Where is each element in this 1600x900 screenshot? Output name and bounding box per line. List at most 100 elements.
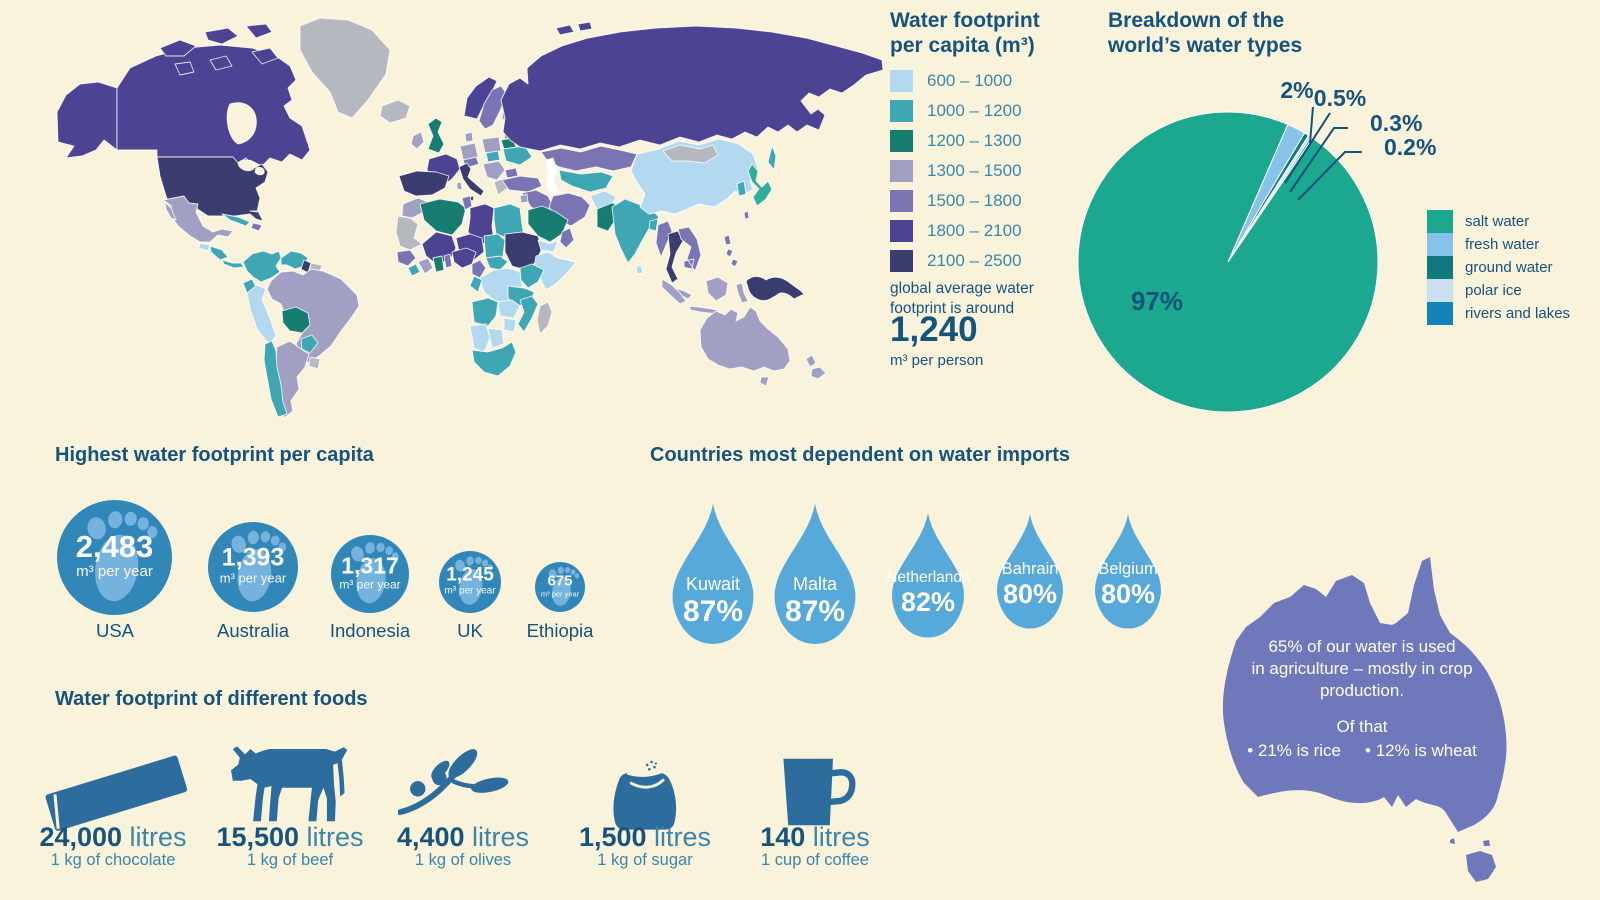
footprint-value: 1,317 xyxy=(341,552,399,579)
legend-range-label: 600 – 1000 xyxy=(927,71,1013,90)
footprint-country-label: Indonesia xyxy=(329,620,411,641)
country-turkey xyxy=(501,175,543,193)
drop-percent: 80% xyxy=(1002,578,1058,609)
country xyxy=(209,245,245,269)
footprint-unit: m³ per year xyxy=(444,585,496,597)
country xyxy=(723,210,750,268)
country xyxy=(519,193,529,204)
footprint-icon xyxy=(231,530,287,601)
country-yemen xyxy=(537,239,559,253)
country-indonesia xyxy=(661,276,749,315)
drop-country: Kuwait xyxy=(685,573,741,594)
water-drop-icon xyxy=(672,503,754,644)
legend-range-label: 1500 – 1800 xyxy=(927,191,1022,210)
country-greenland xyxy=(299,17,391,119)
footprint-icon xyxy=(548,566,579,606)
country xyxy=(379,99,411,124)
country xyxy=(469,275,483,293)
pie-leader-line xyxy=(1289,127,1348,193)
country xyxy=(485,150,501,163)
global-average-note: global average water footprint is around xyxy=(890,280,1034,317)
country xyxy=(503,317,517,333)
drop-percent: 87% xyxy=(682,595,744,629)
pie-chart: 2% 0.5% 0.3% 0.2% 97% xyxy=(1040,50,1520,430)
drop-country: Netherlands xyxy=(886,569,970,587)
country xyxy=(198,242,211,252)
water-drop-icon xyxy=(1095,514,1161,629)
footprint-country-label: Australia xyxy=(217,620,289,641)
country-namibia xyxy=(469,323,491,353)
footprint-circle-indonesia: 1,317 m³ per year xyxy=(331,535,409,613)
country-spain xyxy=(398,170,450,197)
country xyxy=(767,145,777,171)
map-legend-title: Water footprint per capita (m³) xyxy=(890,9,1040,57)
legend-label: ground water xyxy=(1465,259,1553,276)
pie-legend-row: fresh water xyxy=(1427,233,1570,256)
footprint-circle-uk: 1,245 m³ per year xyxy=(439,551,501,613)
country-new-zealand xyxy=(805,354,827,380)
country xyxy=(485,255,509,271)
country-korea xyxy=(736,180,747,197)
country-mongolia xyxy=(662,144,719,164)
chocolate-bar-icon xyxy=(45,755,188,831)
food-value: 4,400 litres xyxy=(353,822,573,853)
pie-callout-label: 0.5% xyxy=(1314,85,1366,111)
footprint-country-label: Ethiopia xyxy=(526,620,594,641)
country xyxy=(250,222,263,232)
country xyxy=(464,131,474,143)
footprint-circle-australia: 1,393 m³ per year xyxy=(208,522,298,612)
map-legend-row: 1300 – 1500 xyxy=(890,160,1022,182)
country-papua-new-guinea xyxy=(745,275,805,302)
hudson-bay xyxy=(226,102,257,145)
pie-leader-line xyxy=(1284,112,1331,184)
country xyxy=(461,195,473,211)
legend-swatch xyxy=(890,190,913,212)
country xyxy=(482,160,506,181)
legend-swatch xyxy=(890,70,913,92)
legend-swatch xyxy=(890,160,913,182)
pie-leader-line xyxy=(1297,151,1362,201)
footprint-icon xyxy=(87,510,158,601)
sugar-sack-icon xyxy=(613,759,677,830)
footprint-icon xyxy=(351,542,400,604)
footprint-unit: m³ per year xyxy=(540,589,580,599)
food-litres-number: 4,400 xyxy=(396,822,465,852)
footprint-circle-usa: 2,483 m³ per year xyxy=(57,500,172,615)
legend-range-label: 1800 – 2100 xyxy=(927,221,1022,240)
country-oman xyxy=(559,227,575,249)
footprint-unit: m³ per year xyxy=(76,563,153,581)
drop-country: Bahrain xyxy=(1001,560,1059,579)
legend-range-label: 1000 – 1200 xyxy=(927,101,1022,120)
pie-legend-row: polar ice xyxy=(1427,279,1570,302)
pie-legend-row: rivers and lakes xyxy=(1427,302,1570,325)
drop-percent: 87% xyxy=(784,595,846,629)
water-drop-icon xyxy=(997,514,1063,629)
country-russia xyxy=(500,25,884,152)
country-botswana xyxy=(487,327,505,349)
legend-label: fresh water xyxy=(1465,236,1540,253)
country-zambia xyxy=(497,299,521,319)
country-poland xyxy=(481,136,502,154)
food-value: 140 litres xyxy=(705,822,925,853)
pie-legend: salt water fresh water ground water pola… xyxy=(1427,210,1570,325)
country-kazakhstan xyxy=(540,145,638,172)
map-legend-row: 1800 – 2100 xyxy=(890,220,1022,242)
food-label: 1 cup of coffee xyxy=(761,851,869,869)
country-colombia xyxy=(242,250,282,283)
food-litres-number: 140 xyxy=(760,822,806,852)
country-angola xyxy=(471,297,499,327)
country-algeria xyxy=(419,198,467,236)
country xyxy=(555,21,593,36)
country-chile xyxy=(263,340,288,418)
country-peru xyxy=(246,284,277,345)
pie-leader-line xyxy=(1309,106,1314,144)
food-label: 1 kg of sugar xyxy=(597,851,693,869)
australia-bullet: • 12% is wheat xyxy=(1365,741,1477,760)
olive-branch-icon xyxy=(398,749,509,816)
country-china xyxy=(630,138,759,215)
foods-section-title: Water footprint of different foods xyxy=(55,688,368,710)
country xyxy=(417,257,434,275)
pie-callout-label: 0.3% xyxy=(1370,110,1422,136)
map-legend-row: 1500 – 1800 xyxy=(890,190,1022,212)
country xyxy=(648,218,659,232)
